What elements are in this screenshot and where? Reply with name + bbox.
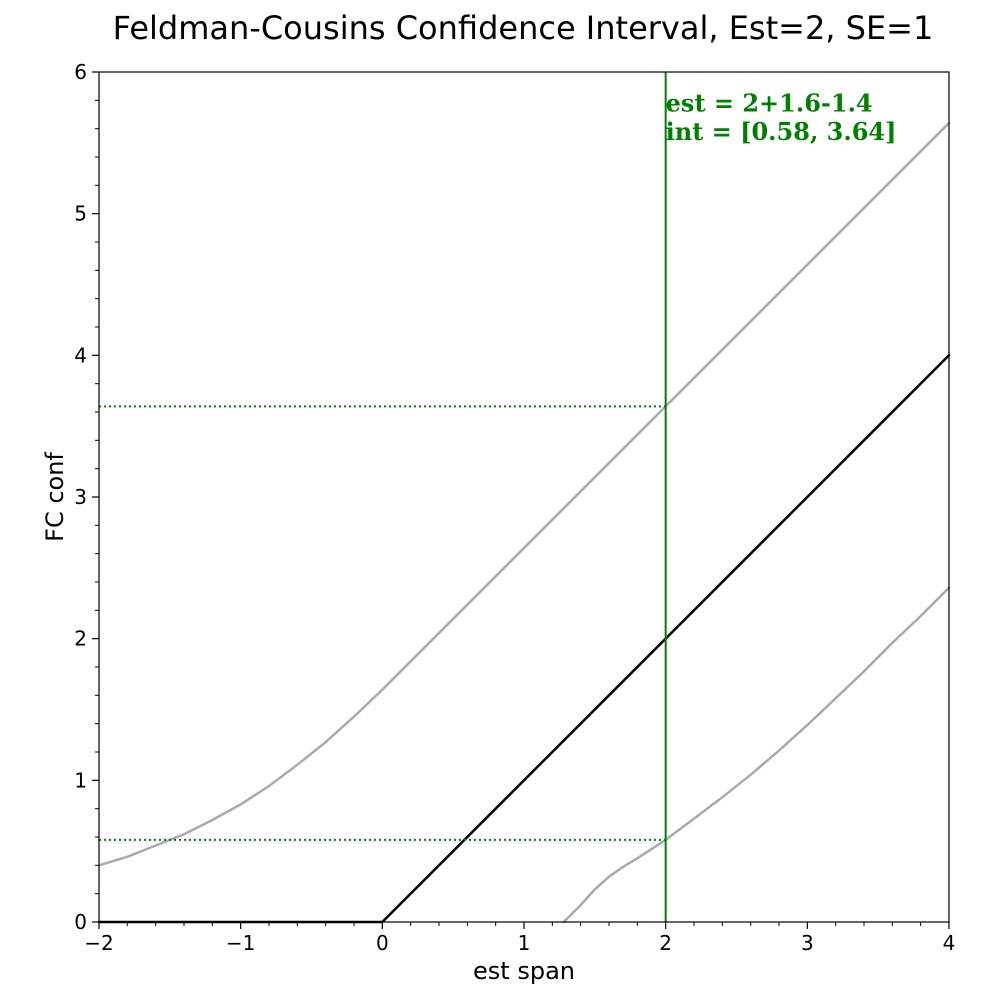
y-tick-label: 4 <box>74 343 87 367</box>
y-axis-label: FC conf <box>41 452 69 542</box>
y-tick-label: 2 <box>74 627 87 651</box>
annotation-2: int = [0.58, 3.64] <box>666 117 897 146</box>
series-line-lower-bound <box>562 586 951 924</box>
x-axis-label: est span <box>473 957 575 985</box>
series-line-upper-bound <box>97 121 951 867</box>
y-tick-label: 3 <box>74 485 87 509</box>
y-tick-label: 5 <box>74 202 87 226</box>
x-tick-label: −2 <box>84 931 113 955</box>
y-tick-label: 1 <box>74 768 87 792</box>
x-tick-label: 2 <box>659 931 672 955</box>
annotation-1: est = 2+1.6-1.4 <box>666 89 873 118</box>
x-tick-label: −1 <box>226 931 255 955</box>
x-tick-label: 4 <box>943 931 956 955</box>
y-tick-label: 0 <box>74 910 87 934</box>
x-tick-label: 3 <box>801 931 814 955</box>
x-tick-label: 1 <box>518 931 531 955</box>
axes: −2 −1 0 1 2 3 4 0 1 2 3 4 5 6 <box>74 60 955 955</box>
chart-title: Feldman-Cousins Confidence Interval, Est… <box>113 9 934 47</box>
y-tick-label: 6 <box>74 60 87 84</box>
x-tick-label: 0 <box>376 931 389 955</box>
